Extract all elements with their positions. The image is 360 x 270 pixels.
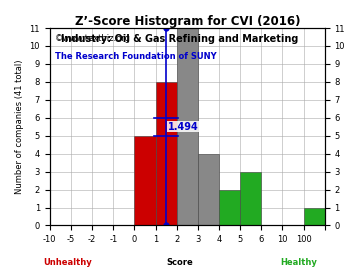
Bar — [219, 190, 240, 225]
Bar — [177, 28, 198, 225]
Y-axis label: Number of companies (41 total): Number of companies (41 total) — [15, 59, 24, 194]
Text: ©www.textbiz.org: ©www.textbiz.org — [55, 34, 131, 43]
Text: The Research Foundation of SUNY: The Research Foundation of SUNY — [55, 52, 217, 61]
Text: Unhealthy: Unhealthy — [43, 258, 92, 267]
Bar — [240, 172, 261, 225]
Bar — [303, 208, 325, 225]
Title: Z’-Score Histogram for CVI (2016): Z’-Score Histogram for CVI (2016) — [75, 15, 300, 28]
Text: 1.494: 1.494 — [168, 122, 198, 132]
Bar — [134, 136, 156, 225]
Bar — [156, 82, 177, 225]
Text: Healthy: Healthy — [280, 258, 317, 267]
Text: Score: Score — [167, 258, 193, 267]
Bar — [198, 154, 219, 225]
Text: Industry: Oil & Gas Refining and Marketing: Industry: Oil & Gas Refining and Marketi… — [61, 34, 299, 44]
